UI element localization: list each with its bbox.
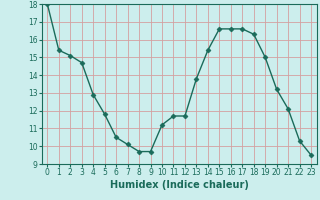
X-axis label: Humidex (Indice chaleur): Humidex (Indice chaleur) (110, 180, 249, 190)
